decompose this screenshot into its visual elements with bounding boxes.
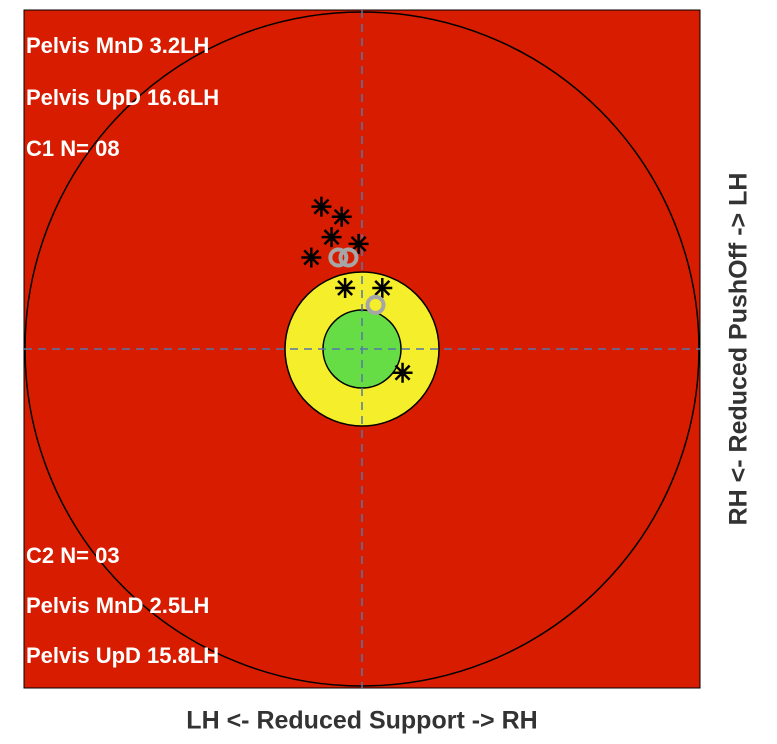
ring-marker <box>365 294 386 315</box>
annotation: Pelvis UpD 16.6LH <box>26 85 219 110</box>
star-marker <box>392 362 413 383</box>
star-marker <box>311 196 332 217</box>
annotation: C2 N= 03 <box>26 543 120 568</box>
star-marker <box>335 277 356 298</box>
ring-marker <box>338 247 359 268</box>
star-marker <box>321 227 342 248</box>
star-marker <box>372 277 393 298</box>
annotation: Pelvis UpD 15.8LH <box>26 643 219 668</box>
y-axis-title: RH <- Reduced PushOff -> LH <box>725 173 753 526</box>
star-marker <box>348 233 369 254</box>
star-marker <box>331 206 352 227</box>
annotation: Pelvis MnD 3.2LH <box>26 33 209 58</box>
x-axis-title: LH <- Reduced Support -> RH <box>186 707 537 735</box>
marks <box>301 196 413 383</box>
star-marker <box>301 247 322 268</box>
annotation: Pelvis MnD 2.5LH <box>26 593 209 618</box>
annotation: C1 N= 08 <box>26 136 120 161</box>
ring-marker <box>328 247 349 268</box>
